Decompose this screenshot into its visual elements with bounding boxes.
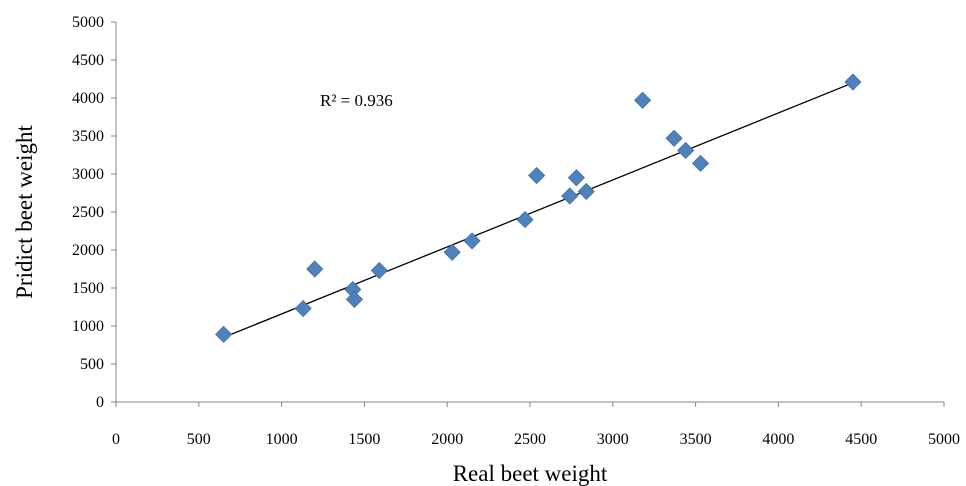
y-tick-label: 0 <box>96 394 104 411</box>
data-point <box>345 290 364 308</box>
x-tick-label: 1000 <box>266 431 298 448</box>
x-tick-label: 2500 <box>514 431 546 448</box>
y-tick-label: 4500 <box>72 52 104 69</box>
data-point <box>561 187 579 205</box>
x-tick-label: 4500 <box>845 431 877 448</box>
data-point <box>294 299 312 318</box>
data-point <box>665 129 683 147</box>
axes <box>115 22 944 403</box>
data-point <box>567 169 585 187</box>
trendline-group <box>223 82 854 339</box>
x-tick-label: 4000 <box>762 431 794 448</box>
data-point <box>215 325 233 343</box>
data-point <box>516 211 534 229</box>
data-point <box>844 73 862 91</box>
data-point <box>528 166 546 185</box>
data-point <box>577 182 595 201</box>
x-tick-label: 3500 <box>680 431 712 448</box>
data-point <box>370 261 388 280</box>
y-tick-label: 1000 <box>72 318 104 335</box>
y-tick-label: 5000 <box>72 14 104 31</box>
x-tick-label: 3000 <box>597 431 629 448</box>
y-axis-title: Pridict beet weight <box>12 125 37 299</box>
x-axis-title: Real beet weight <box>453 461 608 486</box>
y-ticks: 0 500 1000 1500 2000 2500 3000 3500 4000 4500 5000 <box>72 14 116 411</box>
y-tick-label: 4000 <box>72 90 104 107</box>
data-point <box>463 232 481 250</box>
data-point <box>677 141 695 160</box>
data-points <box>215 73 862 343</box>
y-tick-label: 500 <box>80 356 104 373</box>
data-point <box>692 154 710 172</box>
r-squared-annotation: R² = 0.936 <box>320 91 393 110</box>
data-point <box>306 260 324 278</box>
y-tick-label: 3000 <box>72 166 104 183</box>
y-tick-label: 3500 <box>72 128 104 145</box>
x-tick-label: 2000 <box>431 431 463 448</box>
y-tick-label: 2000 <box>72 242 104 259</box>
trendline <box>223 82 854 339</box>
x-ticks: 0 500 1000 1500 2000 2500 3000 3500 4000 4500 5000 <box>112 402 960 448</box>
y-tick-label: 1500 <box>72 280 104 297</box>
x-tick-label: 1500 <box>348 431 380 448</box>
x-tick-label: 500 <box>187 431 211 448</box>
x-tick-label: 5000 <box>928 431 960 448</box>
data-point <box>443 243 461 261</box>
y-tick-label: 2500 <box>72 204 104 221</box>
data-point <box>634 91 652 109</box>
x-tick-label: 0 <box>112 431 120 448</box>
